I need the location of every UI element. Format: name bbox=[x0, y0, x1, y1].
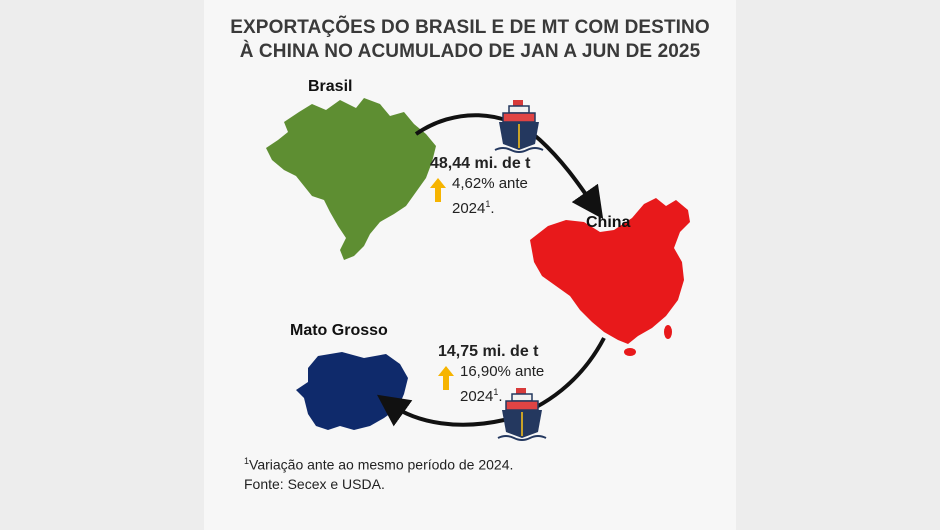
mt-change-text: 16,90% ante bbox=[460, 363, 545, 380]
cargo-ship-icon bbox=[497, 388, 547, 441]
mato-grosso-map bbox=[296, 352, 408, 430]
mt-note-mark: 1 bbox=[493, 387, 499, 397]
mt-export-stat: 14,75 mi. de t 16,90% ante 20241. bbox=[438, 343, 545, 405]
footnote: 1Variação ante ao mesmo período de 2024.… bbox=[244, 452, 513, 494]
infographic-panel: EXPORTAÇÕES DO BRASIL E DE MT COM DESTIN… bbox=[204, 0, 736, 530]
footnote-mark: 1 bbox=[244, 456, 250, 466]
brasil-change-text: 4,62% ante bbox=[452, 175, 528, 192]
brasil-map bbox=[266, 98, 436, 260]
brasil-export-value: 48,44 mi. de t bbox=[430, 155, 531, 172]
china-map bbox=[530, 198, 690, 344]
title-line-2: À CHINA NO ACUMULADO DE JAN A JUN DE 202… bbox=[239, 41, 701, 62]
infographic-title: EXPORTAÇÕES DO BRASIL E DE MT COM DESTIN… bbox=[204, 16, 736, 64]
hainan-shape bbox=[624, 348, 636, 356]
cargo-ship-icon bbox=[494, 100, 544, 153]
footnote-source: Fonte: Secex e USDA. bbox=[244, 475, 385, 492]
flow-diagram bbox=[266, 98, 690, 441]
title-line-1: EXPORTAÇÕES DO BRASIL E DE MT COM DESTIN… bbox=[230, 17, 710, 38]
china-label: China bbox=[586, 214, 631, 231]
brasil-label: Brasil bbox=[308, 78, 353, 95]
brasil-export-stat: 48,44 mi. de t 4,62% ante 20241. bbox=[430, 155, 531, 217]
mato-grosso-label: Mato Grosso bbox=[290, 322, 388, 339]
mt-change-year: 2024 bbox=[460, 388, 494, 405]
taiwan-shape bbox=[664, 325, 672, 339]
brasil-note-mark: 1 bbox=[485, 199, 491, 209]
arrow-up-icon bbox=[438, 366, 454, 390]
arrow-up-icon bbox=[430, 178, 446, 202]
mt-export-value: 14,75 mi. de t bbox=[438, 343, 539, 360]
footnote-variation: Variação ante ao mesmo período de 2024. bbox=[249, 456, 514, 473]
brasil-change-year: 2024 bbox=[452, 200, 486, 217]
